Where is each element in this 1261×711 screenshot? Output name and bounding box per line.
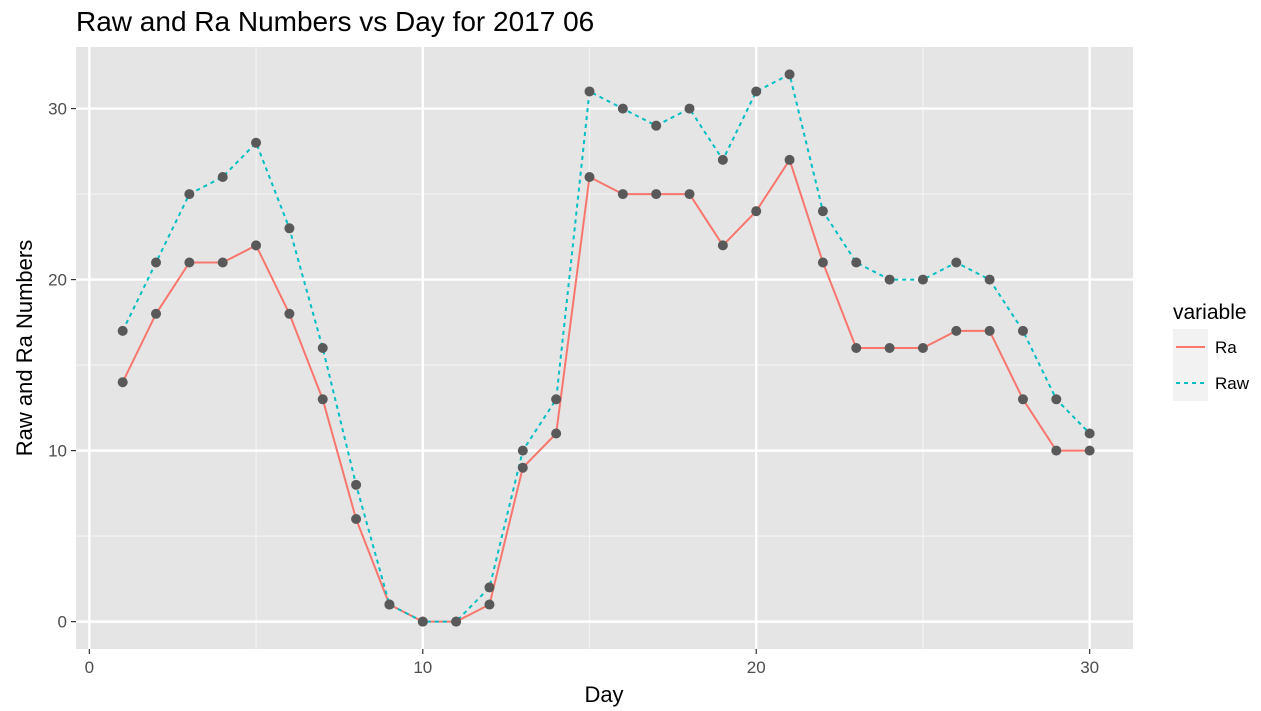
x-tick-label: 30 — [1080, 658, 1099, 677]
legend-label-raw: Raw — [1215, 374, 1250, 393]
data-point-raw — [917, 274, 928, 285]
data-point-raw — [151, 257, 162, 268]
data-point-raw — [717, 154, 728, 165]
data-point-ra — [217, 257, 228, 268]
data-point-ra — [951, 325, 962, 336]
data-point-ra — [351, 514, 362, 525]
data-point-ra — [884, 343, 895, 353]
data-point-raw — [1051, 394, 1062, 405]
data-point-ra — [484, 599, 495, 610]
data-point-raw — [317, 343, 328, 353]
y-tick-label: 30 — [48, 100, 67, 119]
data-point-raw — [184, 189, 195, 200]
data-point-ra — [317, 394, 328, 405]
data-point-ra — [551, 428, 562, 439]
data-point-raw — [451, 616, 462, 627]
data-point-raw — [617, 103, 628, 114]
data-point-ra — [751, 206, 762, 217]
data-point-raw — [884, 274, 895, 285]
data-point-raw — [284, 223, 295, 234]
data-point-raw — [784, 69, 795, 80]
data-point-ra — [284, 308, 295, 319]
data-point-ra — [684, 189, 695, 200]
data-point-ra — [117, 377, 128, 388]
data-point-raw — [484, 582, 495, 593]
data-point-ra — [817, 257, 828, 268]
data-points — [117, 69, 1095, 627]
legend: variable Ra Raw — [1173, 301, 1250, 401]
data-point-ra — [784, 154, 795, 165]
data-point-ra — [184, 257, 195, 268]
data-point-raw — [117, 325, 128, 336]
data-point-raw — [251, 137, 262, 148]
data-point-raw — [951, 257, 962, 268]
data-point-ra — [617, 189, 628, 200]
data-point-raw — [384, 599, 395, 610]
y-tick-label: 0 — [58, 613, 67, 632]
x-tick-label: 0 — [85, 658, 94, 677]
series-line-ra — [121, 158, 1090, 623]
data-point-raw — [651, 120, 662, 131]
data-point-raw — [817, 206, 828, 217]
data-point-ra — [584, 171, 595, 182]
data-point-ra — [1051, 445, 1062, 456]
x-tick-label: 20 — [747, 658, 766, 677]
x-axis-title: Day — [584, 682, 623, 707]
data-point-ra — [851, 343, 862, 353]
series-lines — [121, 73, 1091, 623]
axis-ticks: 0 10 20 30 0 10 20 30 — [48, 100, 1099, 677]
data-point-ra — [717, 240, 728, 251]
data-point-ra — [517, 462, 528, 473]
series-line-raw — [121, 73, 1091, 623]
major-gridlines — [76, 47, 1133, 649]
data-point-raw — [417, 616, 428, 627]
legend-label-ra: Ra — [1215, 338, 1237, 357]
plot-panel — [76, 47, 1133, 649]
data-point-raw — [584, 86, 595, 97]
data-point-ra — [251, 240, 262, 251]
y-tick-label: 10 — [48, 442, 67, 461]
legend-title: variable — [1173, 301, 1247, 324]
data-point-raw — [351, 479, 362, 490]
x-tick-label: 10 — [413, 658, 432, 677]
data-point-ra — [651, 189, 662, 200]
data-point-raw — [751, 86, 762, 97]
data-point-ra — [917, 343, 928, 353]
data-point-ra — [1084, 445, 1095, 456]
data-point-ra — [1017, 394, 1028, 405]
data-point-raw — [684, 103, 695, 114]
data-point-raw — [551, 394, 562, 405]
data-point-raw — [984, 274, 995, 285]
y-axis-title: Raw and Ra Numbers — [12, 240, 37, 456]
y-tick-label: 20 — [48, 271, 67, 290]
data-point-ra — [984, 325, 995, 336]
data-point-raw — [851, 257, 862, 268]
data-point-raw — [217, 171, 228, 182]
data-point-raw — [1017, 325, 1028, 336]
data-point-ra — [151, 308, 162, 319]
data-point-raw — [1084, 428, 1095, 439]
chart-title: Raw and Ra Numbers vs Day for 2017 06 — [76, 6, 595, 37]
data-point-raw — [517, 445, 528, 456]
